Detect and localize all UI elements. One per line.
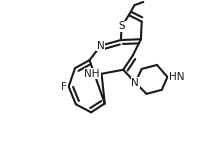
- Text: N: N: [131, 78, 139, 88]
- Text: NH: NH: [84, 69, 100, 79]
- Text: S: S: [118, 21, 125, 31]
- Text: N: N: [97, 41, 105, 51]
- Text: F: F: [61, 82, 67, 92]
- Text: HN: HN: [169, 72, 185, 82]
